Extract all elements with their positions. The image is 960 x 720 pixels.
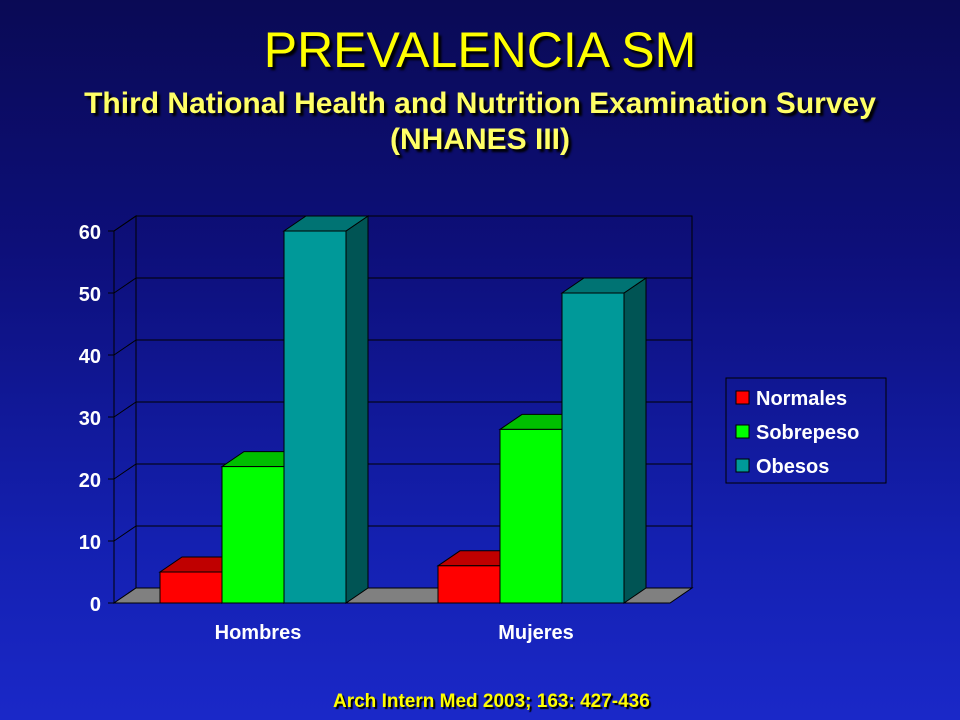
y-tick-label: 30 [79,408,101,430]
bar-side [623,277,647,604]
slide-title: PREVALENCIA SM [263,22,697,78]
bar [561,292,625,604]
x-category-label: Mujeres [498,622,574,644]
subtitle-line-2: (NHANES III) [390,123,570,156]
bar [283,230,347,604]
x-category-label: Hombres [215,622,302,644]
gridline-side [113,463,137,480]
citation: Arch Intern Med 2003; 163: 427-436 [333,691,650,712]
gridline-side [113,277,137,294]
bar-side [345,215,369,604]
legend-label: Normales [756,388,847,410]
subtitle-line-1: Third National Health and Nutrition Exam… [84,87,876,120]
slide-subtitle: Third National Health and Nutrition Exam… [0,86,960,158]
bar [221,466,285,604]
legend-swatch [735,458,750,473]
y-tick-label: 20 [79,470,101,492]
legend-swatch [735,424,750,439]
gridline-side [113,339,137,356]
legend-label: Sobrepeso [756,422,859,444]
gridline-side [113,401,137,418]
gridline-side [113,215,137,232]
bar [499,428,563,604]
y-tick-label: 50 [79,284,101,306]
legend-box [725,377,887,484]
legend-label: Obesos [756,456,829,478]
y-tick-label: 60 [79,222,101,244]
y-tick-label: 10 [79,532,101,554]
bar [437,565,501,604]
y-tick-label: 40 [79,346,101,368]
y-tick-label: 0 [90,594,101,616]
bar [159,571,223,604]
legend-swatch [735,390,750,405]
gridline-side [113,525,137,542]
